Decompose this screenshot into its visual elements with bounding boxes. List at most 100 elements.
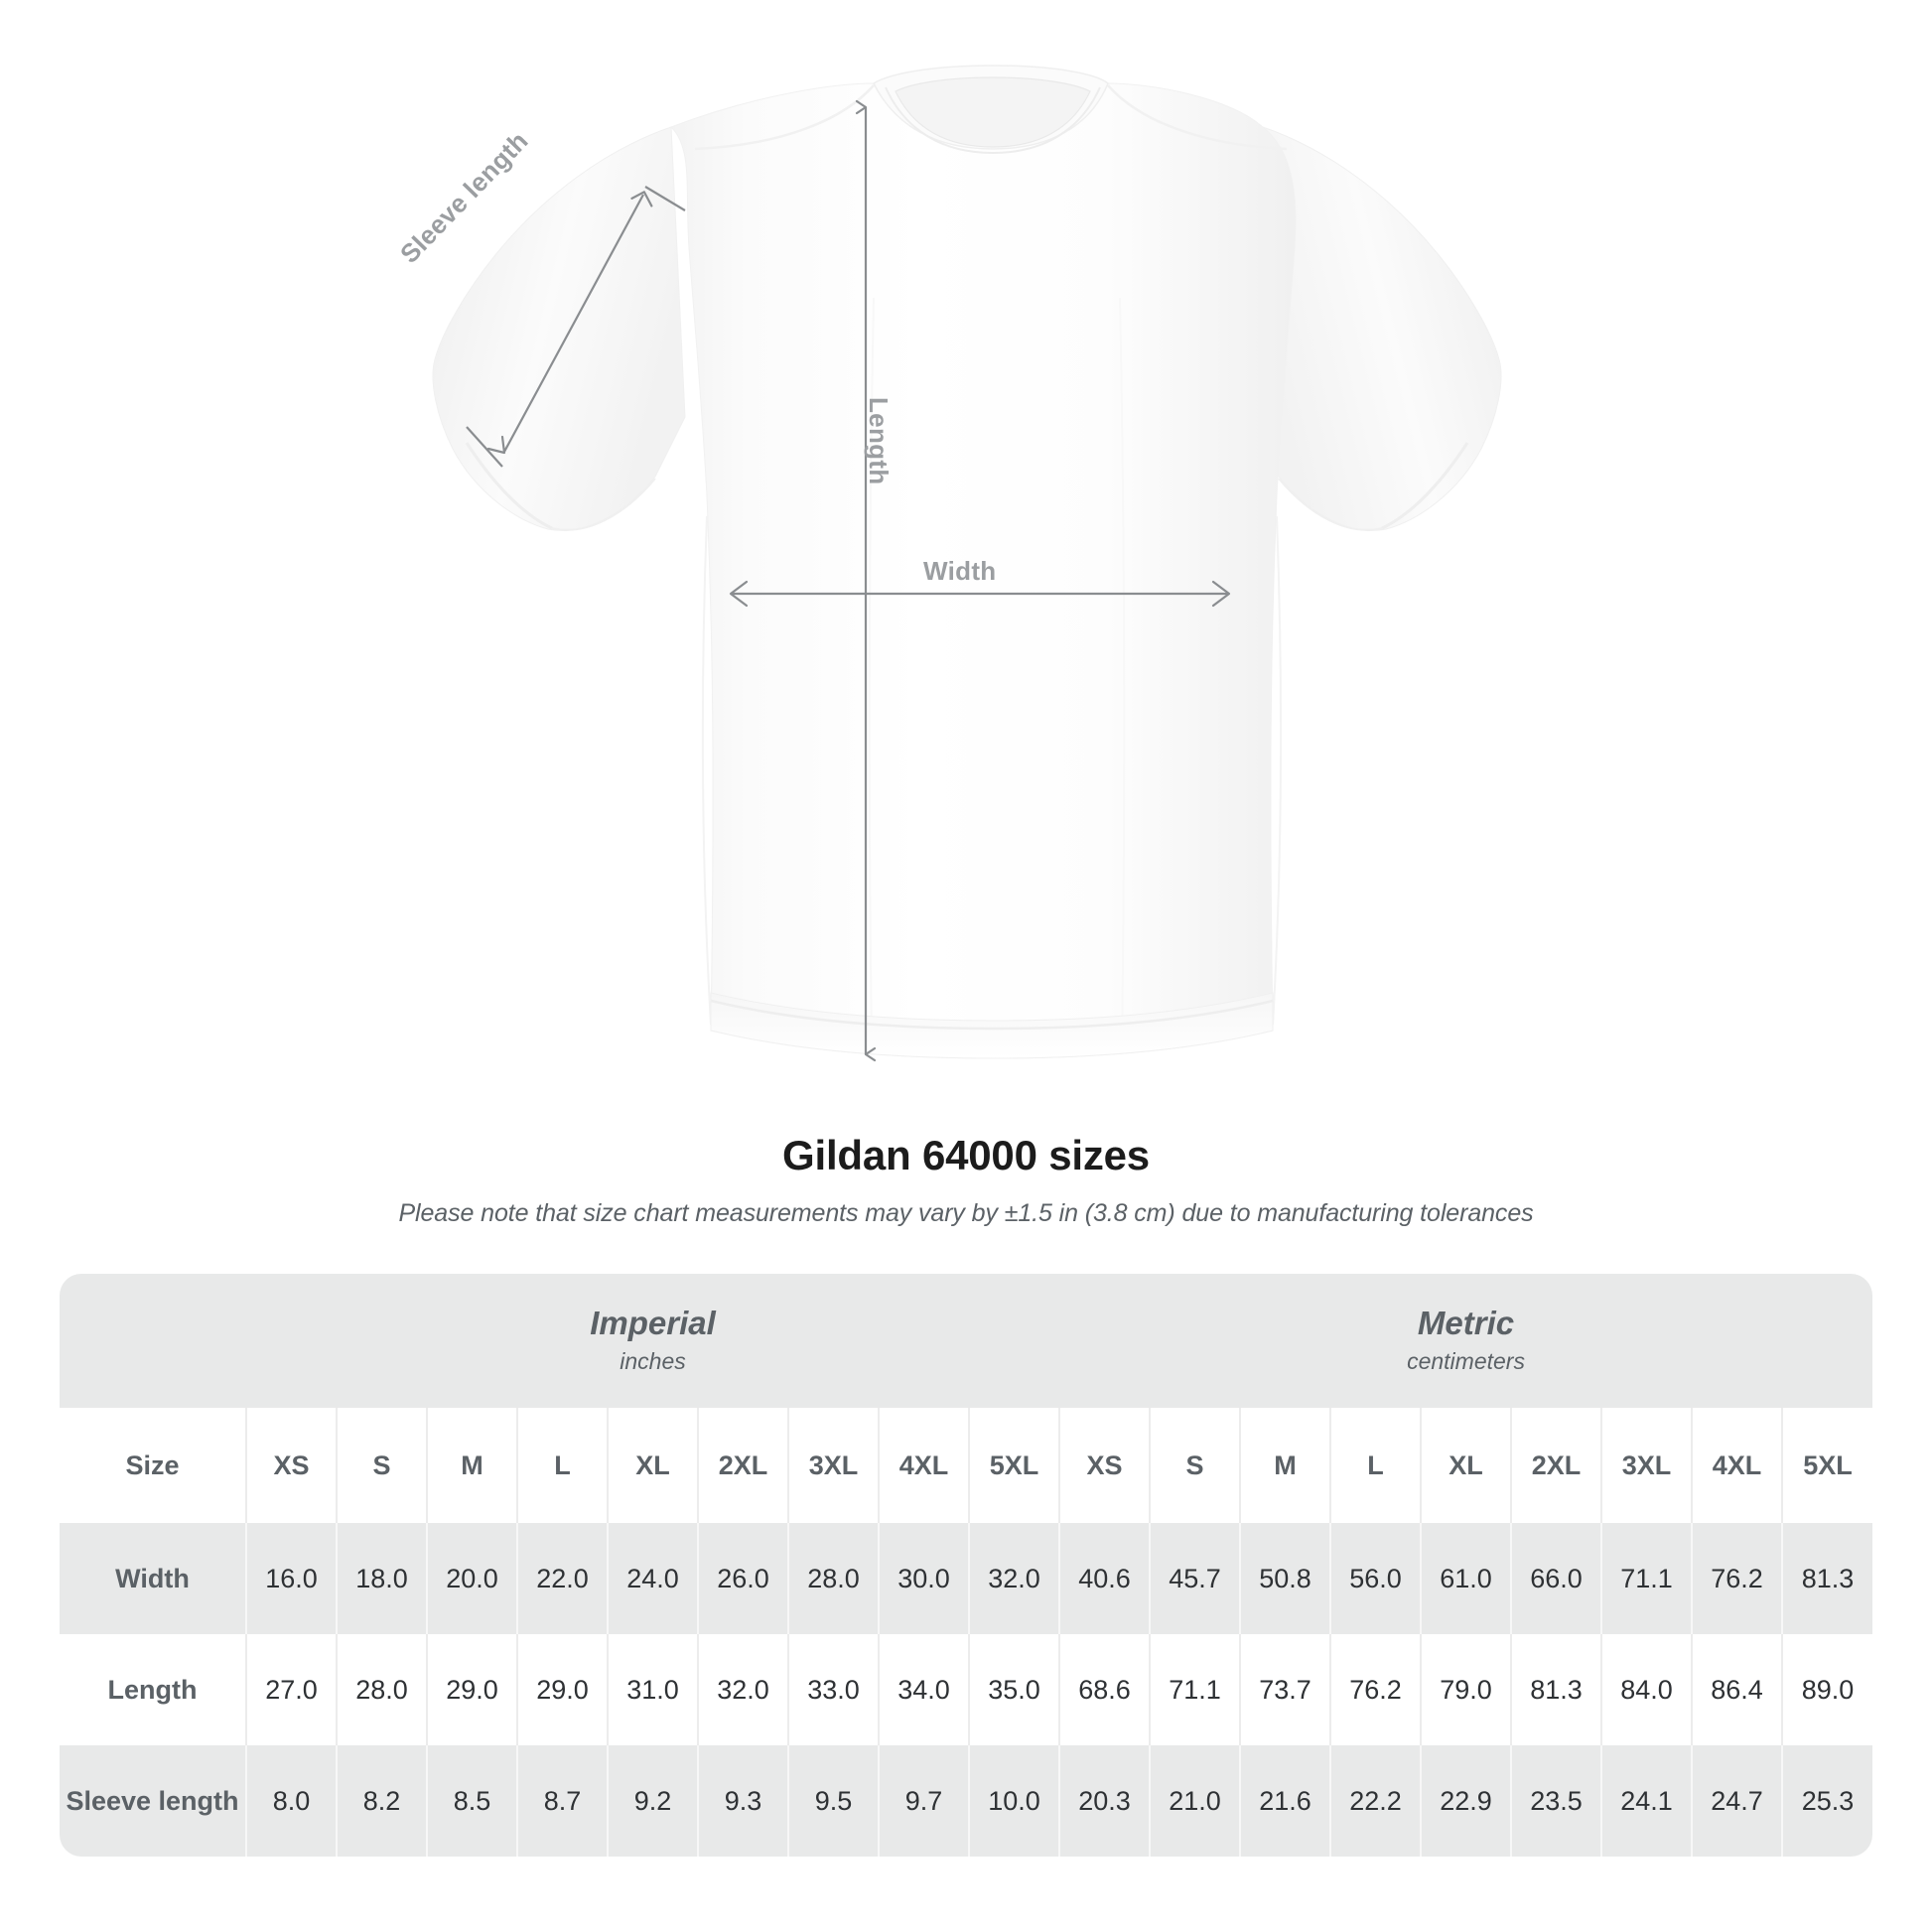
page-subtitle: Please note that size chart measurements… [398, 1199, 1534, 1227]
cell-metric: 21.0 [1149, 1745, 1240, 1857]
cell-imperial: 29.0 [516, 1634, 608, 1745]
unit-group-metric: Metric centimeters [1059, 1274, 1873, 1408]
cell-imperial: 29.0 [426, 1634, 517, 1745]
row-label-width: Width [60, 1523, 246, 1634]
cell-metric: 61.0 [1420, 1523, 1511, 1634]
size-chart-table: Imperial inches Metric centimeters Size XS S M L… [60, 1274, 1873, 1857]
size-header-cell-metric-m: M [1239, 1408, 1330, 1523]
size-header-cell-imperial-4xl: 4XL [878, 1408, 969, 1523]
cell-metric: 79.0 [1420, 1634, 1511, 1745]
cell-metric: 76.2 [1691, 1523, 1782, 1634]
unit-band-spacer [60, 1274, 246, 1408]
cell-metric: 86.4 [1691, 1634, 1782, 1745]
table-row: Sleeve length 8.0 8.2 8.5 8.7 9.2 9.3 9.5 9.7 10.… [60, 1745, 1873, 1857]
measurement-lines [466, 99, 1231, 1062]
cell-metric: 50.8 [1239, 1523, 1330, 1634]
cell-metric: 73.7 [1239, 1634, 1330, 1745]
page-title: Gildan 64000 sizes [782, 1132, 1150, 1178]
cell-imperial: 22.0 [516, 1523, 608, 1634]
cell-metric: 56.0 [1329, 1523, 1421, 1634]
unit-group-name: Metric [1417, 1304, 1515, 1341]
unit-group-subtitle: inches [620, 1348, 686, 1375]
row-label-length: Length [60, 1634, 246, 1745]
cell-imperial: 8.5 [426, 1745, 517, 1857]
cell-metric: 84.0 [1600, 1634, 1692, 1745]
width-dimension-label: Width [923, 556, 997, 586]
cell-metric: 22.9 [1420, 1745, 1511, 1857]
cell-metric: 71.1 [1149, 1634, 1240, 1745]
cell-metric: 21.6 [1239, 1745, 1330, 1857]
cell-metric: 89.0 [1780, 1634, 1873, 1745]
size-header-label: Size [60, 1408, 246, 1523]
row-label-sleeve-length: Sleeve length [60, 1745, 246, 1857]
cell-metric: 24.7 [1691, 1745, 1782, 1857]
unit-group-header-row: Imperial inches Metric centimeters [60, 1274, 1873, 1408]
unit-group-name: Imperial [590, 1304, 716, 1341]
table-row: Width 16.0 18.0 20.0 22.0 24.0 26.0 28.0 30.0 32.… [60, 1523, 1873, 1634]
tshirt-diagram: Sleeve length Length Width [394, 65, 1502, 1062]
size-header-cell-imperial-3xl: 3XL [787, 1408, 879, 1523]
cell-imperial: 8.7 [516, 1745, 608, 1857]
size-header-cell-imperial-5xl: 5XL [968, 1408, 1059, 1523]
size-header-cell-imperial-m: M [426, 1408, 517, 1523]
cell-imperial: 8.0 [245, 1745, 337, 1857]
cell-imperial: 8.2 [336, 1745, 427, 1857]
cell-imperial: 16.0 [245, 1523, 337, 1634]
size-header-cell-metric-3xl: 3XL [1600, 1408, 1692, 1523]
table-row: Length 27.0 28.0 29.0 29.0 31.0 32.0 33.0 34.0 35… [60, 1634, 1873, 1745]
cell-imperial: 20.0 [426, 1523, 517, 1634]
size-header-cell-imperial-l: L [516, 1408, 608, 1523]
cell-metric: 68.6 [1058, 1634, 1150, 1745]
cell-metric: 25.3 [1780, 1745, 1873, 1857]
size-header-row: Size XS S M L XL 2XL 3XL 4XL 5XL XS S M L XL 2XL 3XL 4XL 5… [60, 1408, 1873, 1523]
cell-imperial: 24.0 [607, 1523, 698, 1634]
cell-metric: 23.5 [1510, 1745, 1601, 1857]
cell-imperial: 28.0 [336, 1634, 427, 1745]
sleeve-length-arrow [503, 194, 644, 453]
size-header-cell-metric-s: S [1149, 1408, 1240, 1523]
cell-metric: 40.6 [1058, 1523, 1150, 1634]
size-header-cell-metric-2xl: 2XL [1510, 1408, 1601, 1523]
cell-imperial: 32.0 [697, 1634, 788, 1745]
size-header-cell-imperial-xl: XL [607, 1408, 698, 1523]
title-block: Gildan 64000 sizes Please note that size… [0, 1132, 1932, 1228]
cell-imperial: 28.0 [787, 1523, 879, 1634]
cell-metric: 20.3 [1058, 1745, 1150, 1857]
cell-metric: 81.3 [1510, 1634, 1601, 1745]
cell-imperial: 10.0 [968, 1745, 1059, 1857]
tshirt-illustration [432, 65, 1502, 1062]
cell-imperial: 18.0 [336, 1523, 427, 1634]
cell-imperial: 26.0 [697, 1523, 788, 1634]
unit-group-subtitle: centimeters [1407, 1348, 1525, 1375]
cell-imperial: 9.5 [787, 1745, 879, 1857]
size-header-cell-imperial-2xl: 2XL [697, 1408, 788, 1523]
cell-metric: 76.2 [1329, 1634, 1421, 1745]
cell-metric: 81.3 [1780, 1523, 1873, 1634]
cell-metric: 45.7 [1149, 1523, 1240, 1634]
cell-imperial: 30.0 [878, 1523, 969, 1634]
cell-metric: 24.1 [1600, 1745, 1692, 1857]
cell-metric: 66.0 [1510, 1523, 1601, 1634]
length-dimension-label: Length [864, 397, 894, 485]
size-header-cell-metric-5xl: 5XL [1780, 1408, 1873, 1523]
size-header-cell-imperial-s: S [336, 1408, 427, 1523]
cell-imperial: 32.0 [968, 1523, 1059, 1634]
cell-imperial: 34.0 [878, 1634, 969, 1745]
cell-imperial: 33.0 [787, 1634, 879, 1745]
size-header-cell-metric-xl: XL [1420, 1408, 1511, 1523]
size-header-cell-metric-4xl: 4XL [1691, 1408, 1782, 1523]
tshirt-body-shape [432, 65, 1502, 1059]
cell-imperial: 9.2 [607, 1745, 698, 1857]
cell-imperial: 9.7 [878, 1745, 969, 1857]
size-header-cell-metric-l: L [1329, 1408, 1421, 1523]
cell-imperial: 31.0 [607, 1634, 698, 1745]
size-chart-table-container: Imperial inches Metric centimeters Size XS S M L… [60, 1274, 1873, 1857]
cell-metric: 71.1 [1600, 1523, 1692, 1634]
cell-imperial: 9.3 [697, 1745, 788, 1857]
unit-group-imperial: Imperial inches [246, 1274, 1059, 1408]
size-header-cell-metric-xs: XS [1058, 1408, 1150, 1523]
cell-imperial: 35.0 [968, 1634, 1059, 1745]
cell-imperial: 27.0 [245, 1634, 337, 1745]
cell-metric: 22.2 [1329, 1745, 1421, 1857]
size-header-cell-imperial-xs: XS [245, 1408, 337, 1523]
